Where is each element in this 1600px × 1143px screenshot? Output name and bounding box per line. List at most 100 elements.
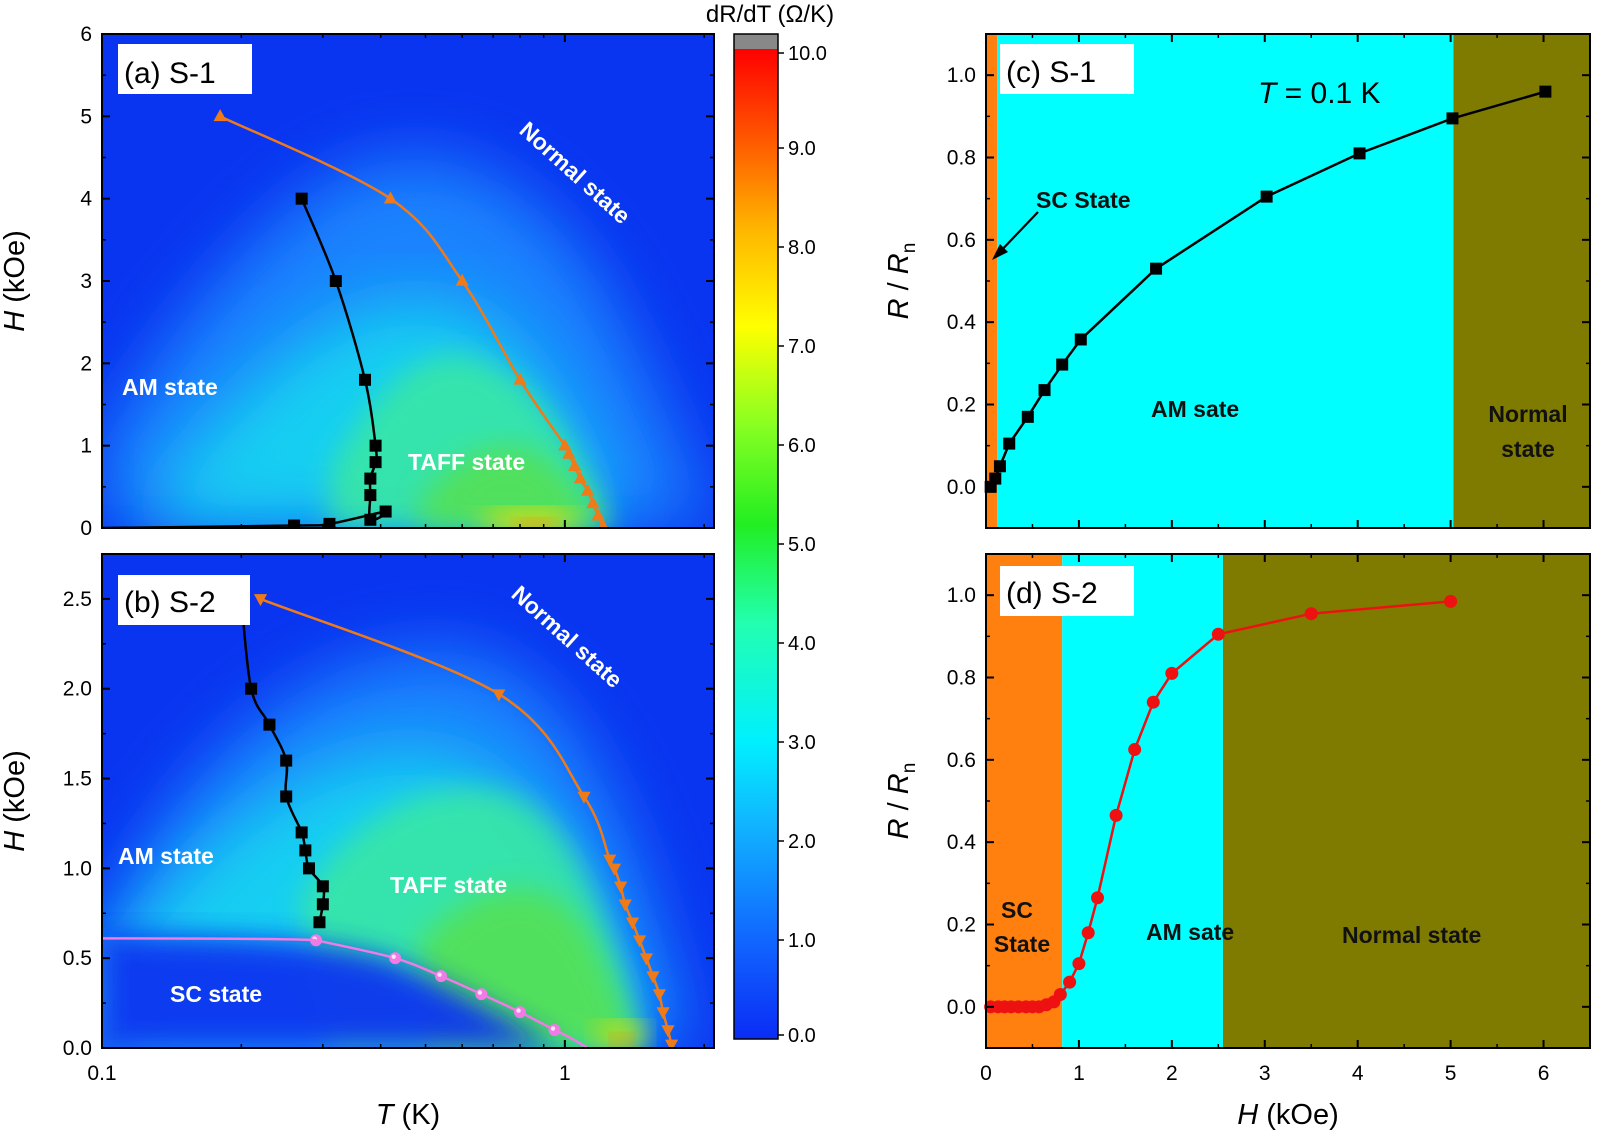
- series-b-orange-marker: [618, 899, 632, 912]
- annotation-b: SC state: [170, 981, 262, 1007]
- colorbar-tick-label: 8.0: [788, 237, 816, 259]
- region-d-2: [1222, 554, 1590, 1048]
- annotation-c: Normal: [1488, 401, 1567, 427]
- panel-d-label-box: [1000, 566, 1134, 616]
- annotation-d: Normal state: [1342, 922, 1481, 948]
- panel-b-label: (b) S-2: [124, 586, 216, 619]
- series-a-black-marker: [329, 275, 342, 287]
- series-b-orange-marker: [577, 791, 591, 804]
- y-tick-label-d: 1.0: [947, 584, 976, 607]
- y-axis-label-b-symbol: H: [0, 831, 31, 852]
- series-c-black-marker: [1260, 190, 1273, 203]
- series-a-orange-marker: [558, 438, 572, 451]
- series-a-black-marker: [364, 513, 377, 526]
- series-a-black-marker: [323, 517, 336, 528]
- x-axis-label-b-symbol: T: [376, 1099, 396, 1131]
- annotation-a: AM state: [122, 374, 218, 400]
- series-b-black-marker: [316, 898, 329, 911]
- series-b-pink-highlight: [550, 1026, 556, 1031]
- annotation-c: state: [1501, 436, 1555, 462]
- series-a-black-marker: [364, 489, 377, 502]
- series-b-orange-marker: [614, 881, 628, 894]
- y-tick-label-b: 2.5: [63, 588, 92, 611]
- series-d-red-marker: [1165, 666, 1179, 680]
- region-c-0: [986, 34, 998, 528]
- x-tick-label-b: 0.1: [87, 1062, 116, 1085]
- annotation-d: State: [994, 931, 1050, 957]
- temperature-value: = 0.1 K: [1276, 77, 1380, 110]
- series-b-pink-highlight: [391, 954, 396, 959]
- series-b-orange-line: [260, 597, 673, 1045]
- region-c-2: [1453, 34, 1590, 528]
- series-c-black-marker: [1074, 333, 1087, 346]
- series-d-red-marker: [1109, 808, 1123, 822]
- series-c-black-marker: [989, 472, 1002, 485]
- series-a-black-marker: [379, 505, 392, 518]
- colorbar-tick-label: 6.0: [788, 435, 816, 457]
- series-b-pink-highlight: [516, 1008, 521, 1013]
- series-c-black-marker: [1056, 358, 1069, 371]
- x-tick-label-d: 5: [1445, 1062, 1457, 1085]
- annotation-d: AM sate: [1146, 919, 1234, 945]
- x-tick-label-d: 3: [1259, 1062, 1271, 1085]
- y-axis-label-c-rest: /: [883, 274, 915, 298]
- series-d-red-marker: [1081, 926, 1095, 940]
- series-b-black-marker: [295, 826, 308, 839]
- series-b-orange-marker: [639, 953, 653, 966]
- annotation-b: TAFF state: [390, 872, 507, 898]
- x-tick-label-d: 1: [1073, 1062, 1085, 1085]
- x-axis-label-b-rest: (K): [394, 1099, 441, 1131]
- series-a-orange-marker: [213, 109, 227, 122]
- y-axis-label-d: R / Rn: [883, 763, 920, 840]
- series-d-red-marker: [1063, 975, 1077, 989]
- series-d-red-marker: [1128, 743, 1142, 757]
- panel-d-line: SC State AM sate Normal state 0.0 0.2 0.4 0.6 0…: [883, 553, 1591, 1131]
- series-d-red-marker: [1146, 695, 1160, 709]
- series-a-orange-marker: [455, 273, 469, 286]
- series-d-red-marker: [1211, 627, 1225, 641]
- y-tick-label-b: 1.5: [63, 768, 92, 791]
- x-tick-label-b: 1: [559, 1062, 571, 1085]
- series-a-black-marker: [295, 192, 308, 205]
- y-tick-label-a: 6: [80, 23, 92, 46]
- y-axis-label-a: H (kOe): [0, 230, 31, 332]
- x-tick-label-d: 0: [980, 1062, 992, 1085]
- series-b-orange-marker: [652, 989, 666, 1002]
- colorbar-title: dR/dT (Ω/K): [706, 1, 834, 28]
- colorbar-tick-label: 7.0: [788, 336, 816, 358]
- series-a-black-marker: [358, 373, 371, 386]
- series-c-black-marker: [1150, 262, 1163, 275]
- series-b-orange-marker: [492, 689, 506, 702]
- y-tick-label-c: 0.0: [947, 476, 976, 499]
- region-d-0: [986, 554, 1063, 1048]
- temperature-symbol: T: [1258, 77, 1279, 110]
- series-a-black-marker: [369, 439, 382, 452]
- series-b-pink-highlight: [477, 990, 483, 995]
- heatmap-b-field: [102, 649, 690, 1048]
- series-b-orange-marker: [656, 1007, 670, 1020]
- colorbar-tick-label: 2.0: [788, 831, 816, 853]
- y-axis-label-c-symbol2: R: [883, 253, 915, 274]
- series-b-orange-marker: [632, 935, 647, 948]
- x-tick-label-d: 6: [1538, 1062, 1550, 1085]
- region-c-1: [997, 34, 1454, 528]
- colorbar-tick-label: 0.0: [788, 1025, 816, 1047]
- y-tick-label-a: 1: [80, 435, 92, 458]
- y-axis-label-c-symbol: R: [883, 298, 915, 319]
- series-b-black-marker: [245, 682, 258, 695]
- series-c-black-marker: [1003, 437, 1016, 450]
- series-b-orange-marker: [625, 917, 640, 930]
- panel-d-label: (d) S-2: [1006, 577, 1098, 610]
- colorbar-tick-label: 3.0: [788, 732, 816, 754]
- series-b-orange-marker: [603, 854, 617, 867]
- series-d-red-marker: [1444, 594, 1458, 608]
- y-tick-label-a: 3: [80, 270, 92, 293]
- y-tick-label-a: 4: [80, 188, 92, 211]
- y-tick-label-d: 0.6: [947, 749, 976, 772]
- panel-c-label: (c) S-1: [1006, 56, 1096, 89]
- series-a-orange-marker: [598, 519, 609, 528]
- y-axis-label-d-symbol2: R: [883, 773, 915, 794]
